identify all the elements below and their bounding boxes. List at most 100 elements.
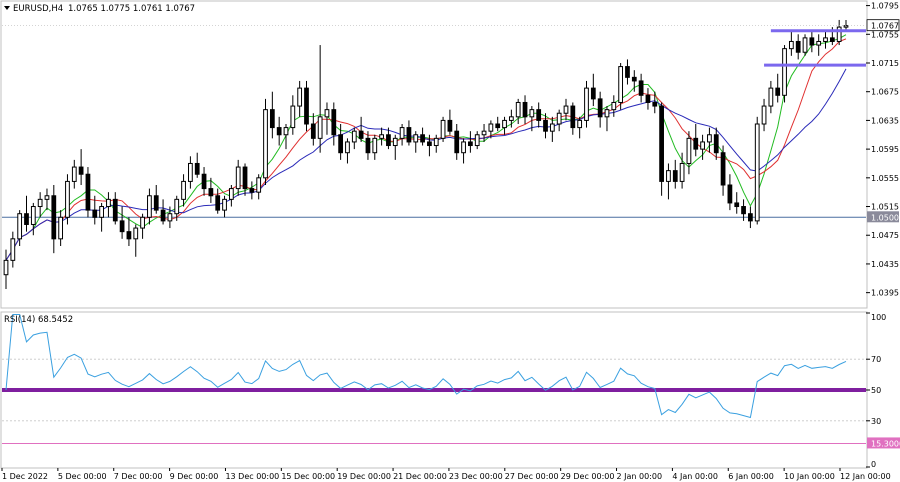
candle[interactable] bbox=[140, 213, 145, 239]
candle[interactable] bbox=[406, 120, 412, 146]
candle[interactable] bbox=[24, 195, 29, 232]
candle[interactable] bbox=[788, 30, 794, 56]
candle[interactable] bbox=[823, 30, 828, 49]
candle[interactable] bbox=[392, 134, 398, 160]
candle[interactable] bbox=[242, 163, 248, 196]
candle[interactable] bbox=[228, 185, 234, 207]
candle[interactable] bbox=[468, 131, 473, 153]
candle[interactable] bbox=[549, 116, 555, 142]
candle[interactable] bbox=[727, 174, 733, 211]
candle[interactable] bbox=[379, 127, 384, 146]
candle[interactable] bbox=[563, 98, 569, 121]
candle[interactable] bbox=[666, 163, 671, 200]
candle[interactable] bbox=[324, 102, 330, 135]
candle[interactable] bbox=[577, 116, 583, 139]
candle[interactable] bbox=[474, 131, 480, 150]
candle[interactable] bbox=[99, 202, 104, 232]
candle[interactable] bbox=[269, 91, 275, 139]
candle[interactable] bbox=[481, 124, 487, 142]
candle[interactable] bbox=[78, 149, 84, 185]
candle[interactable] bbox=[215, 188, 221, 214]
candle[interactable] bbox=[447, 109, 453, 135]
candle[interactable] bbox=[222, 195, 227, 218]
candle[interactable] bbox=[338, 124, 344, 160]
candle[interactable] bbox=[686, 131, 692, 175]
candle[interactable] bbox=[358, 116, 364, 142]
candle[interactable] bbox=[310, 113, 316, 146]
candle[interactable] bbox=[795, 34, 801, 60]
candle[interactable] bbox=[167, 206, 173, 229]
candle[interactable] bbox=[92, 195, 98, 225]
candle[interactable] bbox=[37, 192, 43, 218]
candle[interactable] bbox=[495, 116, 501, 132]
candle[interactable] bbox=[297, 80, 303, 117]
candle[interactable] bbox=[611, 95, 617, 117]
candle[interactable] bbox=[454, 124, 460, 160]
candle[interactable] bbox=[659, 102, 664, 196]
candle[interactable] bbox=[461, 138, 466, 164]
candle[interactable] bbox=[119, 206, 125, 239]
candle[interactable] bbox=[51, 185, 57, 254]
candle[interactable] bbox=[748, 206, 753, 229]
candle[interactable] bbox=[386, 127, 391, 150]
candle[interactable] bbox=[58, 210, 64, 246]
candle[interactable] bbox=[768, 80, 774, 114]
candle[interactable] bbox=[713, 127, 719, 160]
candle[interactable] bbox=[570, 102, 576, 135]
candle[interactable] bbox=[365, 131, 371, 160]
candle[interactable] bbox=[631, 70, 637, 92]
candle[interactable] bbox=[502, 116, 507, 135]
candle[interactable] bbox=[276, 116, 282, 146]
candle[interactable] bbox=[147, 188, 152, 225]
candle[interactable] bbox=[201, 167, 207, 196]
candle[interactable] bbox=[3, 249, 9, 290]
candle[interactable] bbox=[556, 109, 562, 132]
candle[interactable] bbox=[194, 152, 200, 178]
candle[interactable] bbox=[802, 34, 808, 56]
candle[interactable] bbox=[488, 120, 494, 139]
candle[interactable] bbox=[181, 174, 186, 207]
candle[interactable] bbox=[809, 30, 815, 53]
candle[interactable] bbox=[741, 199, 746, 221]
candle[interactable] bbox=[30, 202, 36, 236]
candle[interactable] bbox=[590, 73, 596, 107]
candle[interactable] bbox=[317, 45, 323, 153]
chart-menu-arrow-icon[interactable] bbox=[4, 6, 10, 10]
candle[interactable] bbox=[700, 134, 705, 160]
candle[interactable] bbox=[693, 124, 699, 157]
candle[interactable] bbox=[754, 116, 760, 225]
candle[interactable] bbox=[508, 109, 514, 128]
candle[interactable] bbox=[249, 181, 255, 200]
candle[interactable] bbox=[256, 174, 262, 200]
candle[interactable] bbox=[427, 134, 432, 157]
candle[interactable] bbox=[775, 73, 781, 103]
candlesticks[interactable] bbox=[3, 19, 849, 290]
candle[interactable] bbox=[529, 106, 535, 132]
candle[interactable] bbox=[420, 127, 425, 146]
candle[interactable] bbox=[782, 45, 787, 103]
candle[interactable] bbox=[638, 73, 644, 103]
candle[interactable] bbox=[720, 145, 726, 196]
candle[interactable] bbox=[85, 167, 91, 218]
candle[interactable] bbox=[106, 192, 111, 218]
candle[interactable] bbox=[351, 127, 357, 150]
candle[interactable] bbox=[652, 91, 658, 114]
candle[interactable] bbox=[816, 34, 822, 56]
candle[interactable] bbox=[208, 177, 214, 203]
candle[interactable] bbox=[836, 19, 842, 46]
candle[interactable] bbox=[597, 91, 603, 128]
candle[interactable] bbox=[584, 80, 589, 128]
candle[interactable] bbox=[604, 106, 610, 132]
candle[interactable] bbox=[522, 95, 528, 124]
candle[interactable] bbox=[618, 63, 624, 110]
candle[interactable] bbox=[263, 98, 268, 185]
candle[interactable] bbox=[153, 185, 159, 214]
candle[interactable] bbox=[112, 192, 118, 225]
candle[interactable] bbox=[413, 131, 419, 153]
candle[interactable] bbox=[290, 95, 296, 135]
candle[interactable] bbox=[543, 113, 548, 139]
candle[interactable] bbox=[679, 152, 685, 189]
candle[interactable] bbox=[734, 192, 740, 214]
candle[interactable] bbox=[645, 88, 651, 110]
